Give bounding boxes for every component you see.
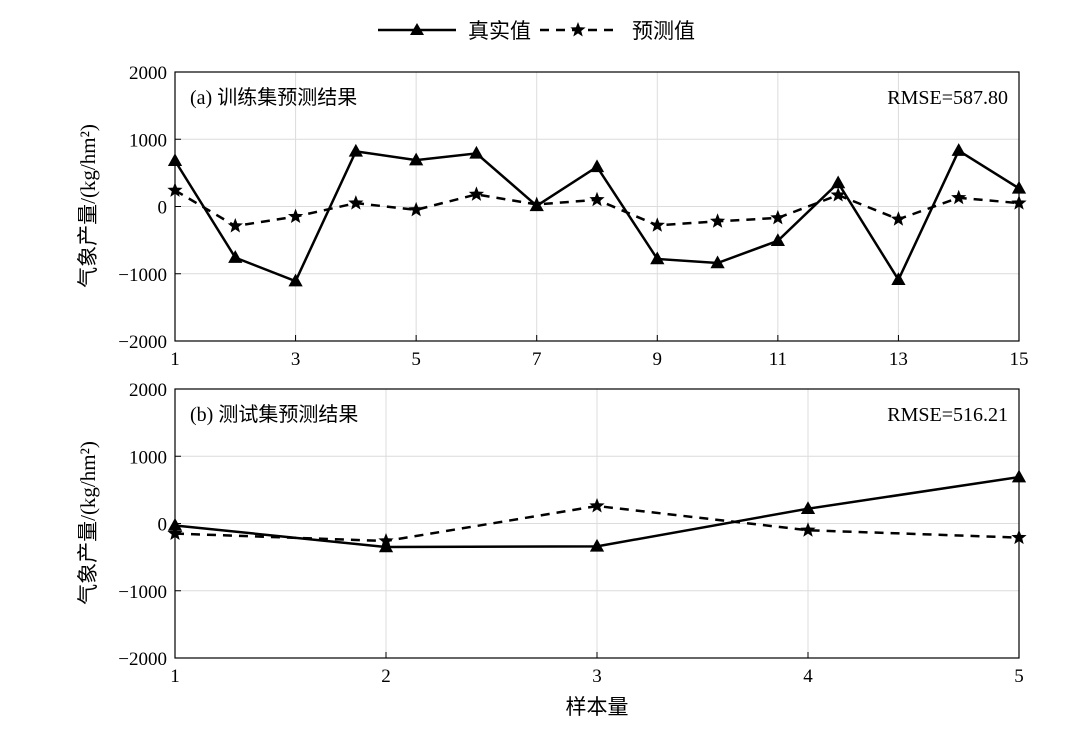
predicted-point-marker (287, 208, 304, 224)
actual-point-marker (589, 159, 605, 173)
y-tick-label: −1000 (118, 265, 167, 286)
predicted-point-marker (951, 189, 967, 205)
legend-predicted-marker (570, 22, 586, 37)
actual-point-marker (650, 251, 665, 265)
predicted-point-marker (800, 522, 816, 537)
panel-test-x-ticks: 1 2 3 4 5 (170, 652, 1024, 687)
predicted-point-marker (890, 211, 907, 226)
panel-test-grid (174, 388, 1020, 659)
predicted-point-marker (649, 217, 665, 232)
predicted-point-marker (468, 186, 485, 201)
x-axis-label: 样本量 (566, 695, 629, 719)
x-tick-label: 15 (1010, 349, 1029, 370)
panel-train-y-ticks: −2000 −1000 0 1000 2000 (118, 63, 181, 353)
panel-test: 1 2 3 4 5 −2000 −1000 0 1000 2000 (b) 测试集预测结果 RM… (76, 380, 1027, 719)
y-tick-label: 2000 (129, 63, 167, 84)
actual-point-marker (800, 501, 816, 514)
actual-point-marker (891, 272, 906, 286)
panel-train-title: (a) 训练集预测结果 (190, 86, 357, 109)
x-tick-label: 3 (291, 349, 301, 370)
y-tick-label: −1000 (118, 582, 167, 603)
actual-point-marker (589, 538, 605, 552)
predicted-point-marker (529, 196, 545, 211)
predicted-point-marker (348, 195, 364, 210)
panel-test-y-ticks: −2000 −1000 0 1000 2000 (118, 380, 181, 670)
actual-point-marker (228, 250, 243, 263)
actual-point-marker (951, 143, 966, 156)
actual-point-marker (831, 175, 846, 189)
x-tick-label: 1 (170, 666, 180, 687)
predicted-series-line (174, 504, 1020, 543)
panel-train-x-ticks: 1 3 5 7 9 11 13 15 (170, 335, 1029, 370)
predicted-point-marker (589, 191, 605, 207)
actual-point-marker (348, 143, 363, 157)
actual-point-marker (770, 233, 785, 247)
x-tick-label: 4 (803, 666, 813, 687)
x-tick-label: 1 (170, 349, 180, 370)
y-tick-label: −2000 (118, 649, 167, 670)
actual-point-marker (288, 273, 303, 287)
y-tick-label: 1000 (129, 130, 167, 151)
x-tick-label: 13 (889, 349, 908, 370)
predicted-point-marker (227, 218, 243, 233)
predicted-point-marker (709, 213, 726, 228)
panel-test-title: (b) 测试集预测结果 (190, 403, 358, 426)
y-tick-label: 1000 (129, 447, 167, 468)
x-tick-label: 7 (532, 349, 542, 370)
predicted-point-marker (589, 498, 605, 513)
x-tick-label: 9 (653, 349, 663, 370)
legend-predicted-label: 预测值 (632, 19, 695, 43)
y-tick-label: 0 (158, 515, 168, 536)
panel-train-series (167, 143, 1027, 287)
actual-point-marker (409, 152, 424, 166)
panel-train-y-axis-label: 气象产量/(kg/hm²) (76, 124, 100, 288)
panel-test-rmse: RMSE=516.21 (887, 404, 1008, 426)
panel-train-rmse: RMSE=587.80 (887, 87, 1008, 109)
predicted-point-marker (378, 532, 394, 548)
y-tick-label: 2000 (129, 380, 167, 401)
legend-actual-marker (410, 23, 424, 35)
x-tick-label: 11 (769, 349, 787, 370)
y-tick-label: 0 (158, 198, 168, 219)
x-tick-label: 5 (1014, 666, 1024, 687)
legend-actual-label: 真实值 (468, 19, 531, 43)
predicted-point-marker (830, 187, 846, 202)
panel-train-grid (174, 71, 1020, 342)
x-tick-label: 2 (381, 666, 391, 687)
x-tick-label: 5 (411, 349, 421, 370)
predicted-point-marker (408, 201, 424, 217)
legend: 真实值 预测值 (378, 19, 695, 43)
panel-test-y-axis-label: 气象产量/(kg/hm²) (76, 441, 100, 605)
actual-point-marker (710, 255, 725, 269)
predicted-point-marker (770, 209, 786, 225)
actual-point-marker (469, 145, 484, 159)
y-tick-label: −2000 (118, 332, 167, 353)
x-tick-label: 3 (592, 666, 602, 687)
actual-point-marker (378, 539, 394, 553)
